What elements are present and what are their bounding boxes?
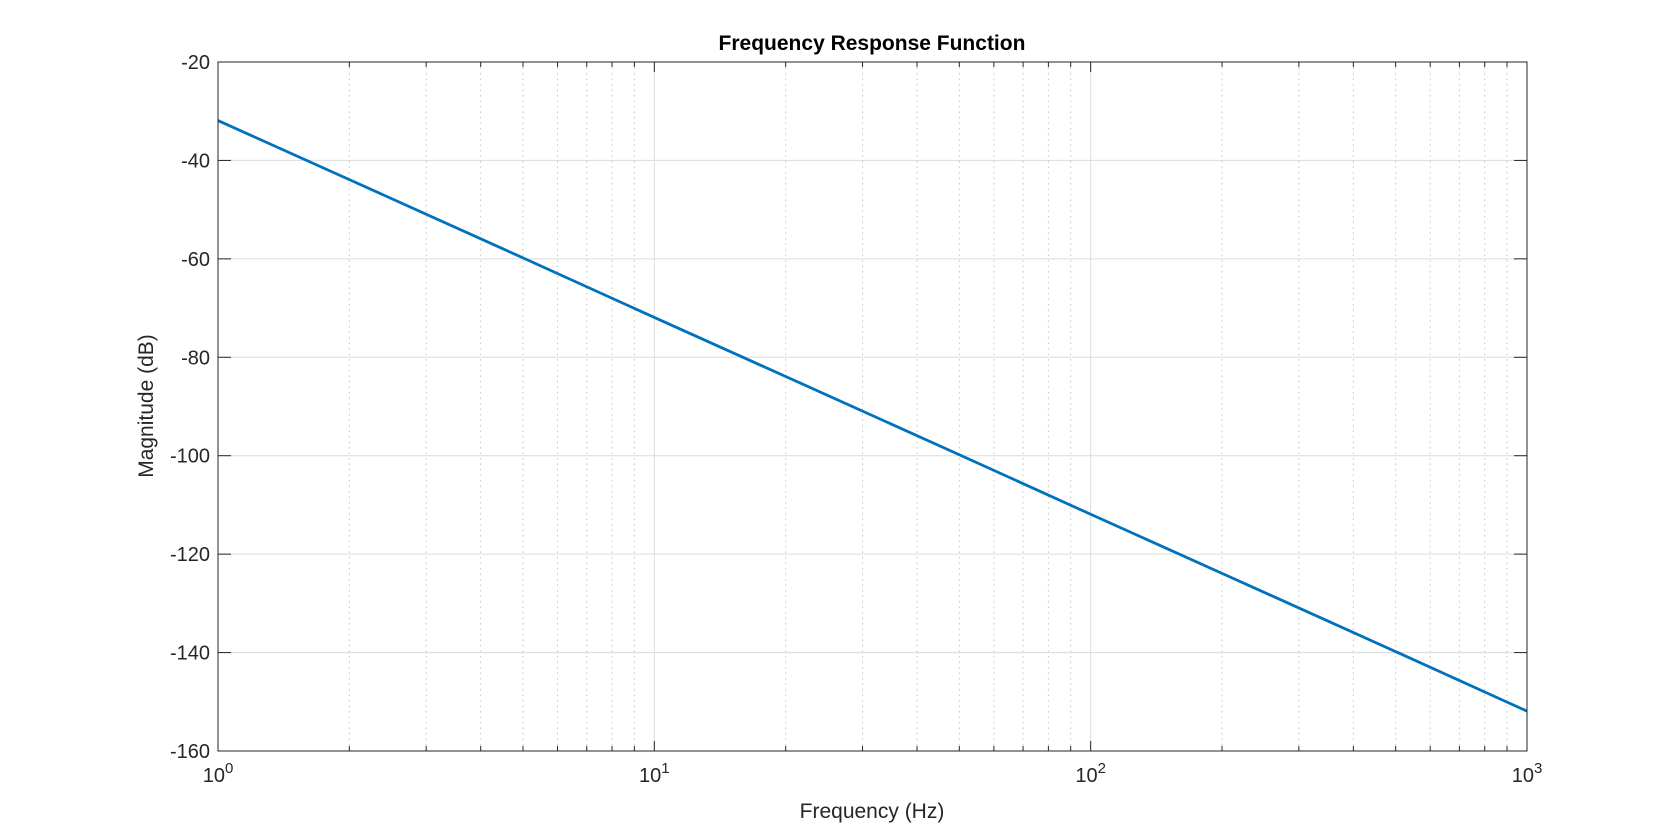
y-tick-label: -140 [170, 643, 210, 665]
y-tick-label: -20 [181, 52, 210, 74]
y-tick-label: -60 [181, 249, 210, 271]
label-layer: 100 101 102 103 -20 -40 -60 -80 -100 -120 -140 -160 [170, 52, 1542, 787]
tick-layer [217, 61, 1528, 752]
axes-box [217, 61, 1528, 752]
y-axis-label: Magnitude (dB) [135, 334, 158, 478]
x-axis-label: Frequency (Hz) [800, 800, 945, 823]
x-tick-label: 102 [1075, 760, 1106, 787]
series-layer [217, 119, 1528, 713]
chart-title: Frequency Response Function [719, 32, 1026, 55]
y-tick-label: -40 [181, 150, 210, 172]
y-tick-label: -100 [170, 446, 210, 468]
series-line-frf [217, 119, 1528, 713]
plot-area [218, 62, 1527, 751]
y-tick-label: -160 [170, 741, 210, 763]
y-tick-label: -120 [170, 544, 210, 566]
x-tick-label: 101 [639, 760, 670, 787]
x-tick-label: 103 [1512, 760, 1543, 787]
grid-layer [217, 61, 1528, 752]
x-tick-label: 100 [203, 760, 234, 787]
y-tick-label: -80 [181, 347, 210, 369]
